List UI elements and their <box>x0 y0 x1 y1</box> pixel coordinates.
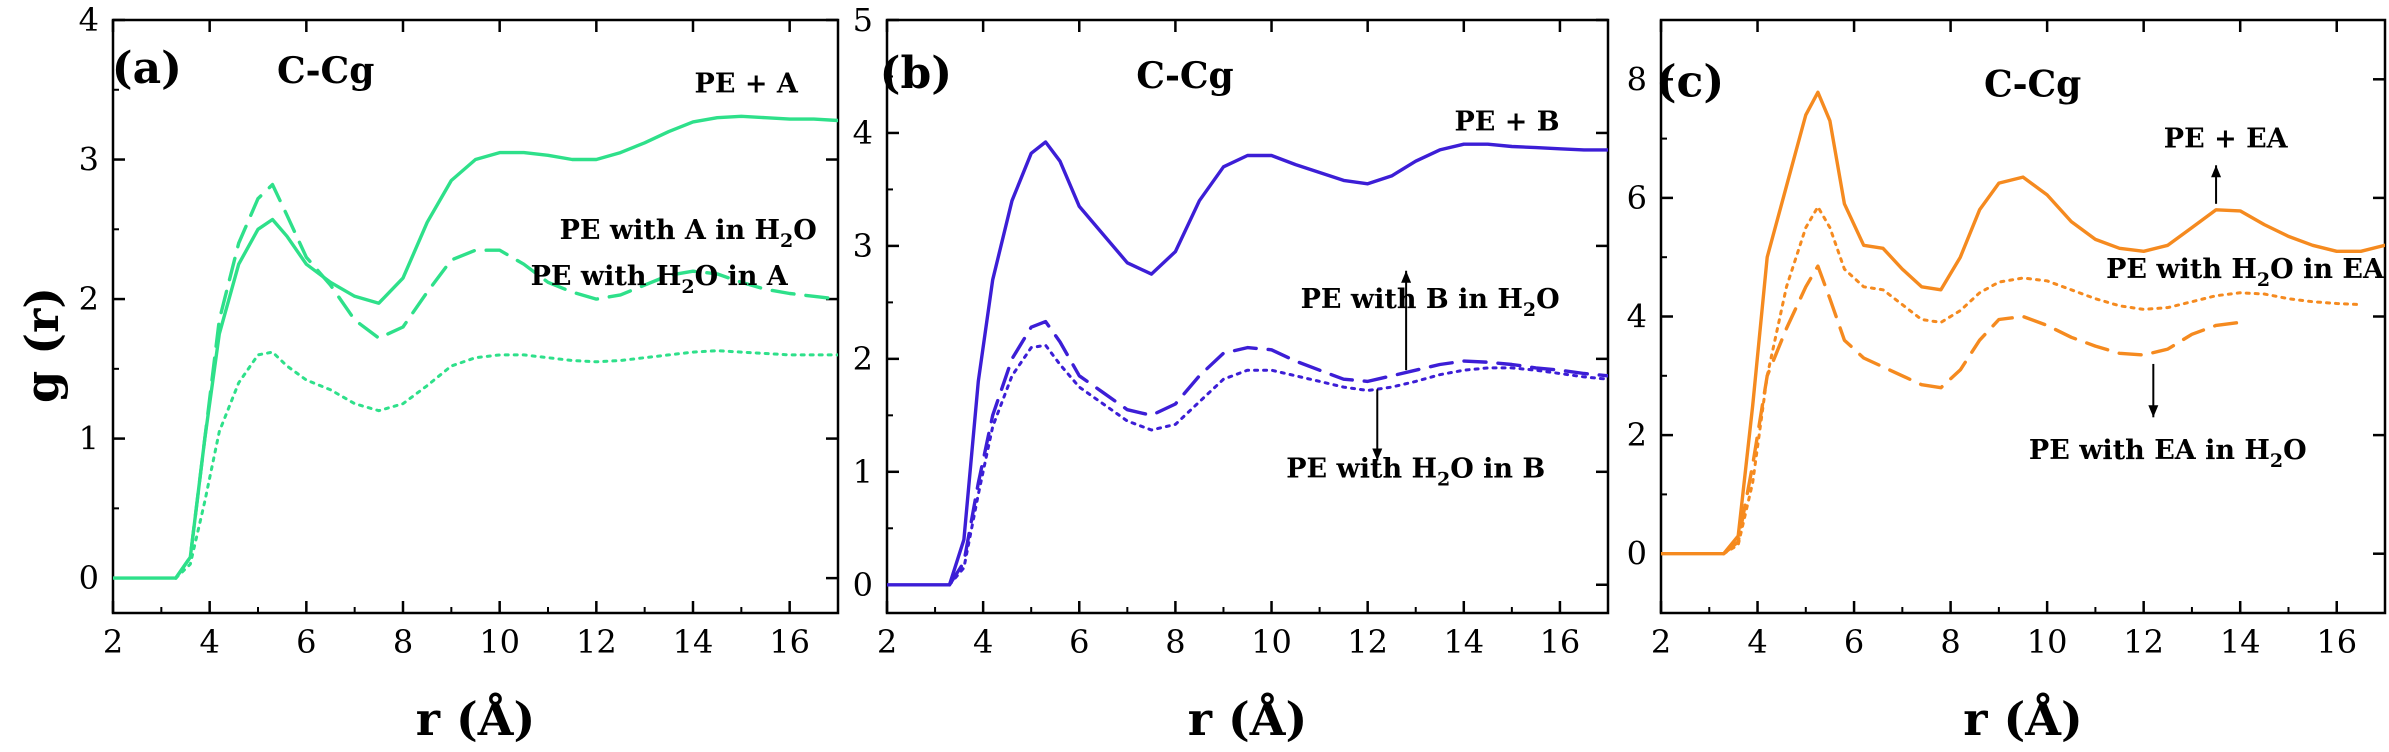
x-tick-label: 16 <box>769 623 810 661</box>
x-tick-label: 6 <box>1069 623 1089 661</box>
series-annotation: PE + EA <box>2164 123 2289 154</box>
y-tick-label: 1 <box>853 453 873 491</box>
x-tick-label: 8 <box>1940 623 1960 661</box>
x-tick-label: 10 <box>479 623 520 661</box>
panel-label: (c) <box>1656 56 1724 107</box>
x-axis-title: r (Å) <box>1188 691 1307 746</box>
x-tick-label: 10 <box>2027 623 2068 661</box>
x-tick-label: 10 <box>1251 623 1292 661</box>
x-tick-label: 12 <box>576 623 617 661</box>
series-line <box>1661 90 2385 556</box>
y-axis-title: g (r) <box>15 287 69 403</box>
series-line <box>174 182 838 580</box>
x-tick-label: 16 <box>2316 623 2357 661</box>
y-tick-label: 0 <box>1627 535 1647 573</box>
y-tick-label: 4 <box>853 114 873 152</box>
series-line <box>947 319 1608 587</box>
x-tick-label: 2 <box>877 623 897 661</box>
series-annotation: PE with H2O in EA <box>2106 254 2385 291</box>
y-tick-label: 4 <box>79 1 99 39</box>
panel-title: C-Cg <box>1136 55 1233 97</box>
x-tick-label: 12 <box>1347 623 1388 661</box>
y-tick-label: 5 <box>853 1 873 39</box>
plot-frame <box>111 18 840 615</box>
series-line <box>948 343 1608 587</box>
y-tick-label: 0 <box>79 559 99 597</box>
x-tick-label: 2 <box>1651 623 1671 661</box>
x-axis-title: r (Å) <box>416 691 535 746</box>
annotation-arrowhead <box>1372 448 1383 461</box>
series-annotation: PE + A <box>695 69 799 100</box>
series-annotation: PE with EA in H2O <box>2029 435 2307 472</box>
y-tick-label: 3 <box>853 227 873 265</box>
panel-title: C-Cg <box>277 50 374 92</box>
series-annotation: PE with H2O in A <box>531 261 789 298</box>
panel-label: (a) <box>112 43 182 94</box>
series-line <box>113 114 838 580</box>
x-tick-label: 16 <box>1540 623 1581 661</box>
annotation-arrowhead <box>2211 165 2222 178</box>
series-line <box>1722 264 2242 556</box>
series-annotation: PE with B in H2O <box>1301 284 1560 321</box>
x-tick-label: 6 <box>296 623 316 661</box>
x-tick-label: 6 <box>1844 623 1864 661</box>
x-tick-label: 8 <box>1165 623 1185 661</box>
panel-title: C-Cg <box>1984 63 2081 105</box>
x-tick-label: 14 <box>2220 623 2261 661</box>
annotation-arrowhead <box>2148 405 2159 418</box>
x-tick-label: 12 <box>2123 623 2164 661</box>
x-axis-title: r (Å) <box>1963 691 2082 746</box>
y-tick-label: 3 <box>79 141 99 179</box>
x-tick-label: 4 <box>1747 623 1767 661</box>
y-tick-label: 2 <box>1627 416 1647 454</box>
y-tick-label: 8 <box>1627 60 1647 98</box>
x-tick-label: 8 <box>393 623 413 661</box>
x-tick-label: 14 <box>673 623 714 661</box>
series-line <box>887 140 1608 587</box>
series-line <box>174 349 838 580</box>
y-tick-label: 0 <box>853 566 873 604</box>
y-tick-label: 1 <box>79 420 99 458</box>
y-tick-label: 6 <box>1627 179 1647 217</box>
y-tick-label: 2 <box>79 280 99 318</box>
plot-frame <box>885 18 1610 615</box>
series-annotation: PE with A in H2O <box>560 215 817 252</box>
series-annotation: PE + B <box>1454 107 1559 138</box>
x-tick-label: 4 <box>199 623 219 661</box>
x-tick-label: 4 <box>973 623 993 661</box>
x-tick-label: 2 <box>103 623 123 661</box>
series-line <box>1722 205 2363 556</box>
y-tick-label: 2 <box>853 340 873 378</box>
series-annotation: PE with H2O in B <box>1286 453 1545 490</box>
annotation-arrowhead <box>1401 270 1412 283</box>
x-tick-label: 14 <box>1443 623 1484 661</box>
y-tick-label: 4 <box>1627 298 1647 336</box>
panel-label: (b) <box>880 48 952 99</box>
